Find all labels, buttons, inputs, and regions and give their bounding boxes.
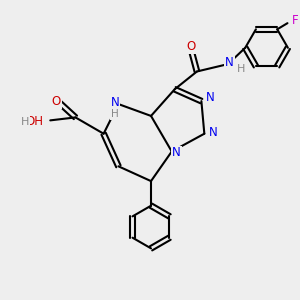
Text: N: N xyxy=(206,91,214,104)
Text: O: O xyxy=(52,94,61,108)
Text: N: N xyxy=(172,146,181,160)
Text: N: N xyxy=(209,126,218,139)
Text: H: H xyxy=(111,110,119,119)
Text: N: N xyxy=(225,56,234,69)
Text: O: O xyxy=(186,40,196,53)
Text: OH: OH xyxy=(26,116,44,128)
Text: H: H xyxy=(237,64,246,74)
Text: N: N xyxy=(110,96,119,109)
Text: H: H xyxy=(21,117,29,127)
Text: F: F xyxy=(292,14,299,27)
